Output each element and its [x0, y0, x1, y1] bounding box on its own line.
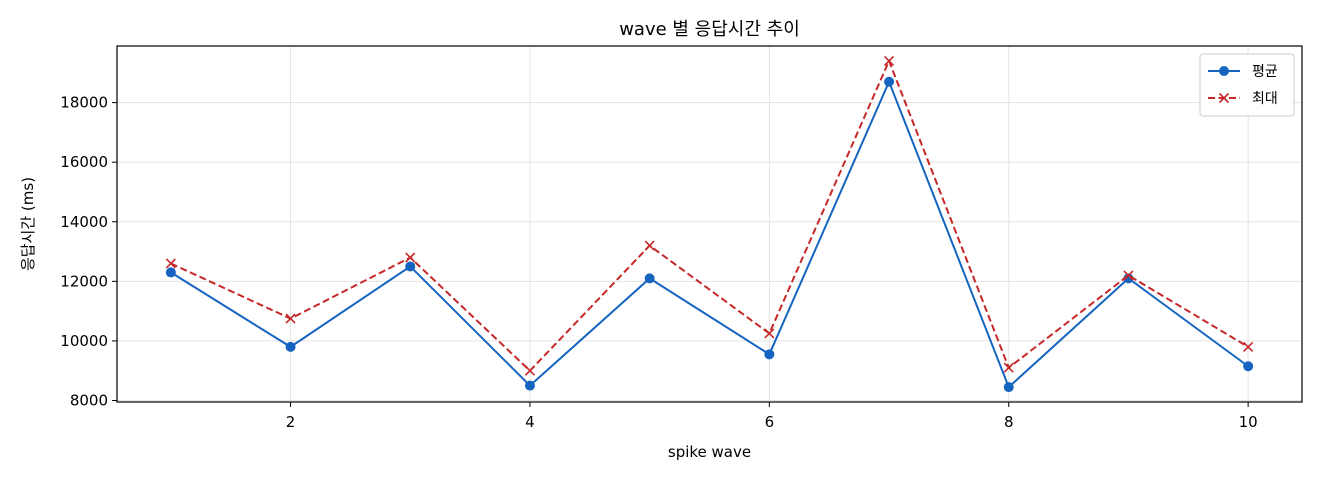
y-axis-label: 응답시간 (ms)	[19, 177, 37, 271]
y-tick-label: 16000	[60, 153, 108, 171]
x-tick-label: 10	[1239, 413, 1258, 431]
data-point	[165, 267, 176, 278]
data-point	[405, 261, 416, 272]
y-tick-label: 10000	[60, 332, 108, 350]
data-point	[644, 273, 655, 284]
x-tick-label: 6	[765, 413, 775, 431]
tick-layer: 2 4 6 8 10 8000 10000 12000 14000 16000 18000	[60, 94, 1257, 431]
grid-layer	[117, 46, 1302, 402]
legend-label: 최대	[1252, 91, 1278, 107]
data-point	[1003, 382, 1014, 393]
series-line	[170, 80, 1249, 389]
x-axis-label: spike wave	[668, 443, 751, 461]
data-point	[883, 55, 895, 66]
data-point	[405, 252, 416, 263]
y-tick-label: 14000	[60, 213, 108, 231]
legend-box	[1199, 53, 1295, 117]
y-tick-label: 12000	[60, 272, 108, 290]
data-point	[524, 365, 536, 376]
data-point	[1003, 362, 1014, 373]
series-layer	[165, 55, 1254, 393]
data-point	[764, 328, 775, 339]
data-point	[524, 380, 535, 391]
legend-item: 평균	[1208, 64, 1278, 80]
data-point	[644, 240, 655, 251]
data-point	[884, 76, 895, 87]
data-point	[1243, 361, 1254, 372]
legend-marker	[1219, 66, 1229, 76]
data-point	[764, 349, 775, 360]
data-point	[285, 341, 296, 352]
data-point	[1123, 270, 1134, 281]
series-line	[170, 59, 1249, 372]
legend-marker	[1218, 92, 1230, 104]
data-point	[285, 313, 296, 324]
legend-item: 최대	[1208, 91, 1278, 107]
plot-frame	[116, 45, 1303, 403]
chart-title: wave 별 응답시간 추이	[619, 19, 800, 40]
x-tick-label: 2	[286, 413, 296, 431]
y-tick-label: 18000	[60, 94, 108, 112]
data-point	[165, 258, 176, 269]
x-tick-label: 4	[525, 413, 535, 431]
series-avg	[165, 76, 1254, 393]
legend-label: 평균	[1252, 64, 1278, 80]
data-point	[1243, 341, 1254, 352]
x-tick-label: 8	[1004, 413, 1014, 431]
y-tick-label: 8000	[70, 392, 108, 410]
series-max	[165, 55, 1254, 376]
